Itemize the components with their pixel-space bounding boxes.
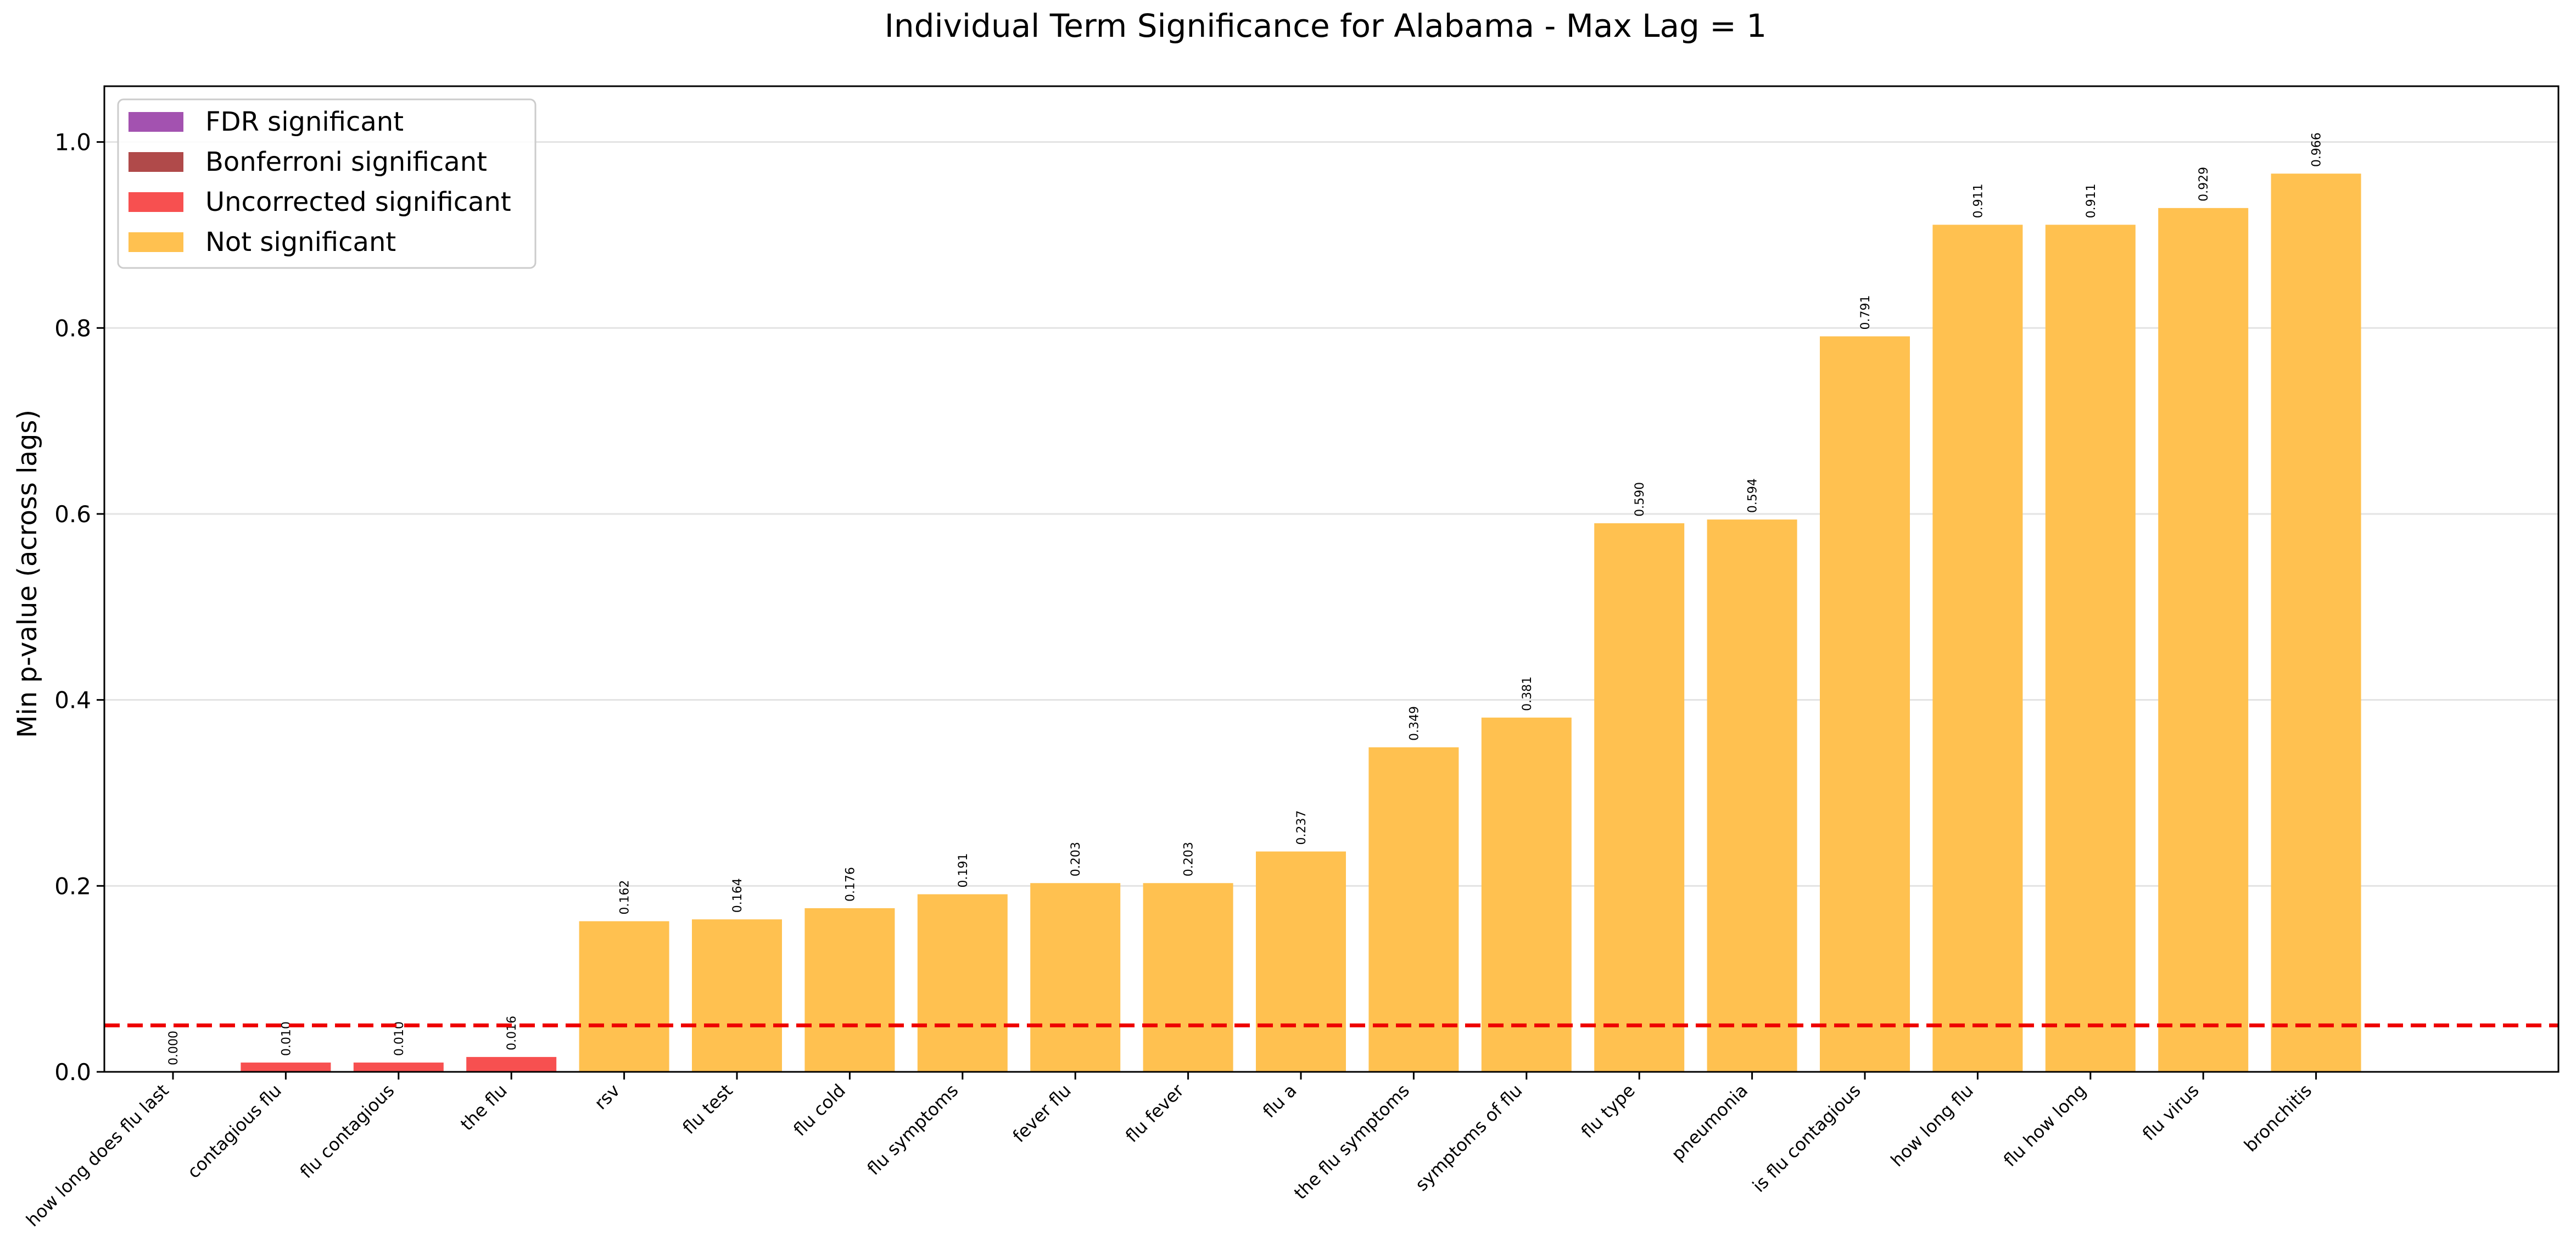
y-axis-label: Min p-value (across lags) — [12, 410, 43, 738]
x-tick-label: contagious flu — [183, 1080, 286, 1183]
legend-swatch — [128, 152, 183, 172]
legend-swatch — [128, 192, 183, 212]
chart-title: Individual Term Significance for Alabama… — [885, 7, 1767, 44]
bar — [917, 894, 1008, 1072]
x-tick-label: bronchitis — [2240, 1080, 2316, 1156]
bar-value-label: 0.191 — [957, 853, 970, 888]
x-tick-label: flu virus — [2138, 1080, 2203, 1145]
legend-entry-label: Uncorrected significant — [205, 187, 511, 217]
bar — [692, 919, 782, 1072]
bar-value-label: 0.176 — [843, 867, 857, 902]
bar-value-label: 0.164 — [731, 878, 745, 913]
x-tick-label: is flu contagious — [1748, 1080, 1865, 1197]
legend-entry-label: Bonferroni significant — [205, 147, 487, 177]
bar — [1594, 523, 1685, 1072]
bar — [241, 1063, 331, 1072]
legend-box — [117, 98, 537, 269]
bar — [804, 908, 895, 1072]
y-tick-label: 0.2 — [54, 873, 91, 899]
x-tick-label: flu cold — [789, 1080, 850, 1140]
bar — [1820, 336, 1910, 1072]
bar — [1143, 883, 1233, 1072]
bar — [1256, 851, 1346, 1072]
bar — [1368, 747, 1459, 1072]
x-tick-label: fever flu — [1009, 1080, 1075, 1147]
x-tick-label: rsv — [590, 1080, 624, 1114]
x-tick-label: pneumonia — [1667, 1080, 1752, 1165]
bar — [1932, 225, 2023, 1072]
bar-value-label: 0.237 — [1295, 810, 1309, 845]
bar-value-label: 0.349 — [1407, 706, 1421, 741]
x-tick-label: flu fever — [1121, 1080, 1188, 1147]
x-tick-label: symptoms of flu — [1411, 1080, 1527, 1195]
x-tick-label: the flu — [456, 1080, 511, 1135]
legend: FDR significant Bonferroni significant Unc… — [117, 98, 537, 269]
x-tick-label: flu how long — [1999, 1080, 2090, 1171]
bar — [2158, 208, 2249, 1072]
bar-value-label: 0.966 — [2310, 132, 2324, 167]
plot-frame — [103, 85, 2560, 1073]
bar — [353, 1063, 444, 1072]
y-tick-label: 0.4 — [54, 687, 91, 714]
bar — [2271, 174, 2361, 1072]
y-tick-label: 1.0 — [54, 129, 91, 156]
x-axis: how long does flu last contagious flu flu … — [22, 1072, 2317, 1231]
x-tick-label: the flu symptoms — [1290, 1080, 1413, 1204]
bar-value-label: 0.791 — [1859, 295, 1873, 330]
x-tick-label: how long flu — [1887, 1080, 1977, 1171]
legend-entry-label: FDR significant — [205, 107, 404, 137]
bar-value-label: 0.203 — [1182, 842, 1196, 876]
x-tick-label: flu test — [679, 1080, 737, 1138]
bar-value-label: 0.162 — [618, 880, 632, 915]
y-axis: 0.0 0.2 0.4 0.6 0.8 1.0 — [54, 129, 104, 1086]
bar — [466, 1056, 557, 1072]
bar-value-label: 0.911 — [2085, 183, 2098, 218]
legend-swatch — [128, 232, 183, 252]
y-tick-label: 0.8 — [54, 315, 91, 342]
x-tick-label: flu a — [1259, 1080, 1301, 1122]
x-tick-label: flu type — [1577, 1080, 1639, 1142]
bar — [579, 921, 669, 1072]
bar-value-label: 0.203 — [1069, 842, 1083, 876]
bar-value-label: 0.929 — [2197, 167, 2211, 202]
bar — [1707, 519, 1797, 1072]
bar-value-label: 0.911 — [1971, 183, 1985, 218]
y-tick-label: 0.0 — [54, 1059, 91, 1086]
x-tick-label: how long does flu last — [22, 1080, 172, 1231]
legend-entry-label: Not significant — [205, 227, 396, 258]
y-tick-label: 0.6 — [54, 501, 91, 528]
bar-value-label: 0.381 — [1521, 676, 1534, 711]
bar-value-label: 0.016 — [505, 1016, 519, 1050]
x-tick-label: flu symptoms — [863, 1080, 963, 1179]
bar-value-label: 0.590 — [1633, 482, 1647, 517]
bar-value-label: 0.594 — [1746, 478, 1760, 513]
bars — [241, 174, 2361, 1072]
bar-value-label: 0.000 — [167, 1031, 181, 1065]
bar — [1030, 883, 1121, 1072]
bar — [2045, 225, 2136, 1072]
bar — [1481, 717, 1572, 1072]
x-tick-label: flu contagious — [296, 1080, 399, 1183]
legend-swatch — [128, 112, 183, 132]
